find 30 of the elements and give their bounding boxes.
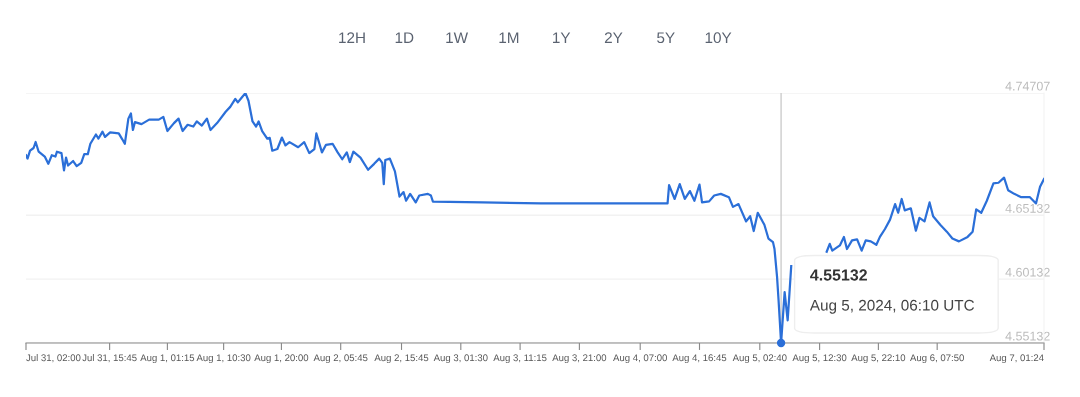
x-tick-label: Aug 4, 07:00	[613, 354, 668, 364]
y-tick-label: 4.55132	[1005, 331, 1050, 341]
annotation: 4.55132 Aug 5, 2024, 06:10 UTC	[809, 269, 975, 314]
x-tick-label: Aug 6, 07:50	[910, 354, 964, 364]
x-tick-label: Jul 31, 15:45	[82, 354, 137, 363]
x-tick-label: Aug 1, 10:30	[196, 354, 251, 364]
text: 1M	[499, 32, 519, 43]
x-tick-label: Aug 7, 01:24	[989, 354, 1044, 364]
text: 5Y	[657, 32, 675, 44]
x-tick-label: Aug 2, 15:45	[374, 354, 429, 364]
x-tick-label: Aug 5, 12:30	[792, 354, 847, 364]
text: 1Y	[553, 32, 571, 43]
x-tick-label: Aug 5, 02:40	[732, 354, 787, 364]
x-tick-label: Aug 4, 16:45	[672, 354, 727, 364]
x-tick-label: Aug 5, 22:10	[851, 354, 906, 364]
y-tick-label: 4.60132	[1005, 267, 1050, 277]
x-tick-label: Aug 1, 20:00	[254, 354, 309, 364]
x-tick-label: Aug 3, 01:30	[433, 354, 488, 364]
text: 1W	[446, 32, 469, 43]
text: 2Y	[604, 32, 623, 43]
x-tick-label: Aug 3, 21:00	[552, 354, 607, 364]
x-tick-label: Aug 3, 11:15	[493, 354, 547, 364]
x-tick-label: Aug 1, 01:15	[140, 354, 195, 364]
text: 10Y	[705, 32, 732, 44]
y-tick-label: 4.65132	[1005, 203, 1050, 213]
x-tick-label: Aug 2, 05:45	[313, 354, 368, 364]
x-tick-label: Jul 31, 02:00	[26, 354, 81, 363]
y-tick-label: 4.74707	[1005, 81, 1050, 91]
text: 1D	[395, 32, 414, 43]
text: 12H	[339, 32, 365, 43]
